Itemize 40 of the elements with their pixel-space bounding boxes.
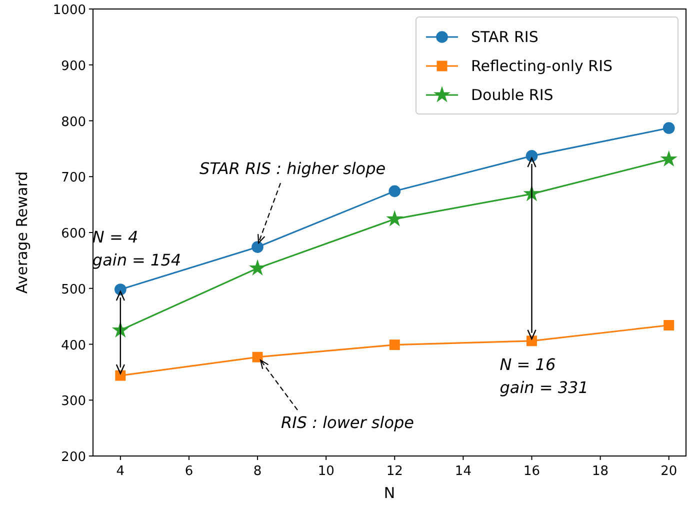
x-tick-label: 8 xyxy=(253,464,262,479)
x-tick-label: 4 xyxy=(116,464,125,479)
point xyxy=(662,122,675,134)
point xyxy=(660,150,678,167)
y-tick-label: 800 xyxy=(61,114,86,130)
annotation: N = 4 gain = 154 xyxy=(92,227,182,270)
point xyxy=(386,210,404,226)
x-tick-label: 12 xyxy=(386,464,403,479)
legend-label: STAR RIS xyxy=(471,28,538,46)
point xyxy=(252,241,264,253)
point xyxy=(389,340,400,350)
x-tick-label: 14 xyxy=(454,464,472,479)
y-tick-label: 1000 xyxy=(52,3,86,18)
legend-label: Double RIS xyxy=(471,86,554,104)
point xyxy=(115,370,126,381)
point xyxy=(249,259,266,276)
annotation: N = 16 gain = 331 xyxy=(500,354,588,397)
point xyxy=(664,320,674,330)
y-tick-label: 500 xyxy=(61,282,86,298)
y-tick-label: 600 xyxy=(61,226,86,242)
x-tick-label: 10 xyxy=(318,464,334,479)
point xyxy=(114,284,126,296)
y-tick-label: 900 xyxy=(61,58,86,74)
x-axis-title: N xyxy=(384,484,396,502)
annotation: RIS : lower slope xyxy=(281,413,414,432)
x-tick-label: 6 xyxy=(184,464,194,479)
point xyxy=(526,150,538,162)
x-tick-label: 16 xyxy=(523,464,540,479)
y-axis-title: Average Reward xyxy=(13,171,31,294)
point xyxy=(388,185,401,198)
point xyxy=(252,352,263,362)
y-tick-label: 300 xyxy=(61,394,86,410)
y-tick-label: 700 xyxy=(61,170,86,186)
y-tick-label: 200 xyxy=(61,450,86,465)
point xyxy=(526,336,537,346)
x-tick-label: 20 xyxy=(660,464,678,479)
legend-label: Reflecting-only RIS xyxy=(471,57,613,75)
y-tick-label: 400 xyxy=(61,338,86,354)
x-tick-label: 18 xyxy=(592,464,609,479)
annotation: STAR RIS : higher slope xyxy=(199,159,386,178)
